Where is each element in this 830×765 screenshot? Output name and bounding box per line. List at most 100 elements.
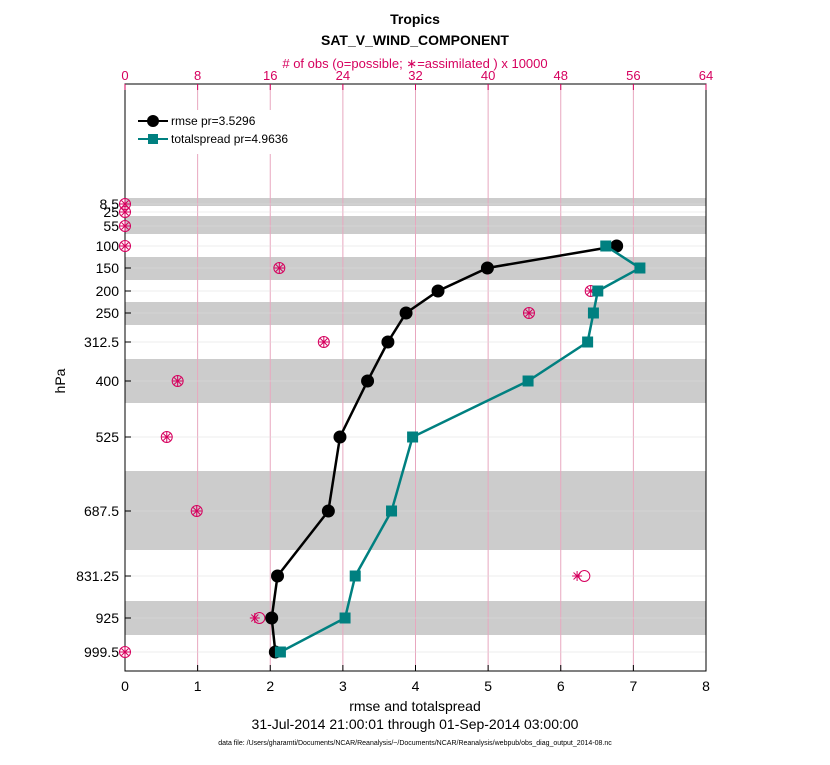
totalspread-point <box>522 375 534 387</box>
rmse-point <box>361 374 375 388</box>
left-tick-label: 400 <box>96 373 120 389</box>
obs-star-stroke <box>121 242 129 250</box>
top-tick-label: 8 <box>194 68 201 83</box>
data-file-note: data file: /Users/gharamti/Documents/NCA… <box>218 740 612 747</box>
left-tick-label: 100 <box>96 238 120 254</box>
left-tick-label: 525 <box>96 429 120 445</box>
left-tick-label: 831.25 <box>76 568 119 584</box>
bottom-tick-label: 5 <box>484 678 492 694</box>
totalspread-point <box>582 336 594 348</box>
bottom-tick-label: 6 <box>557 678 565 694</box>
top-tick-label: 32 <box>408 68 422 83</box>
top-tick-label: 40 <box>481 68 495 83</box>
obs-star-stroke <box>121 648 129 656</box>
series-lines <box>265 239 646 659</box>
rmse-point <box>265 611 279 625</box>
top-axis-ticks: 0 8 16 24 32 40 48 56 64 <box>121 68 713 90</box>
top-tick-label: 16 <box>263 68 277 83</box>
left-tick-label: 25 <box>103 204 119 220</box>
totalspread-point <box>592 285 604 297</box>
left-tick-label: 8.5 <box>100 196 120 212</box>
left-tick-label: 200 <box>96 283 120 299</box>
legend-spread-label: totalspread pr=4.9636 <box>171 132 288 146</box>
bottom-tick-label: 4 <box>412 678 420 694</box>
rmse-point <box>381 335 395 349</box>
bottom-tick-label: 1 <box>194 678 202 694</box>
totalspread-point <box>600 240 612 252</box>
date-range: 31-Jul-2014 21:00:01 through 01-Sep-2014… <box>252 716 579 732</box>
obs-assimilated-marker <box>274 263 285 273</box>
bottom-axis-ticks: 0 1 2 3 4 5 6 7 8 <box>121 665 710 694</box>
obs-assimilated-marker <box>161 432 172 442</box>
obs-star-stroke <box>121 208 129 216</box>
totalspread-point <box>634 262 646 274</box>
top-tick-label: 0 <box>121 68 128 83</box>
bottom-tick-label: 8 <box>702 678 710 694</box>
bottom-tick-label: 2 <box>266 678 274 694</box>
rmse-point <box>610 239 624 253</box>
obs-star-stroke <box>173 377 182 385</box>
obs-assimilated-marker <box>172 376 183 386</box>
totalspread-point <box>386 505 398 517</box>
x-axis-label: rmse and totalspread <box>349 698 481 714</box>
obs-star-stroke <box>573 572 581 580</box>
totalspread-point <box>349 570 361 582</box>
legend-rmse-marker <box>147 115 159 127</box>
obs-possible-marker <box>317 336 330 348</box>
obs-possible-marker <box>522 307 535 319</box>
totalspread-point <box>274 646 286 658</box>
left-tick-label: 999.5 <box>84 644 119 660</box>
totalspread-point <box>587 307 599 319</box>
obs-star-stroke <box>250 614 259 622</box>
top-axis-label: # of obs (o=possible; ∗=assimilated ) x … <box>282 56 547 71</box>
obs-assimilated-marker <box>249 613 260 623</box>
left-tick-label: 687.5 <box>84 503 119 519</box>
obs-possible-marker <box>273 262 286 274</box>
obs-assimilated-marker <box>120 647 130 657</box>
legend: rmse pr=3.5296 totalspread pr=4.9636 <box>132 110 304 154</box>
obs-assimilated-marker <box>572 571 583 581</box>
y-axis-label: hPa <box>52 368 68 393</box>
legend-spread-marker <box>148 134 158 144</box>
chart-title: Tropics <box>390 11 440 27</box>
rmse-point <box>333 430 347 444</box>
obs-possible-marker <box>160 431 173 443</box>
bottom-tick-label: 7 <box>629 678 637 694</box>
rmse-point <box>480 261 494 275</box>
top-tick-label: 64 <box>699 68 713 83</box>
top-tick-label: 56 <box>626 68 640 83</box>
left-tick-label: 925 <box>96 610 120 626</box>
obs-assimilated-marker <box>191 506 202 516</box>
rmse-point <box>271 569 285 583</box>
rmse-point <box>399 306 413 320</box>
bottom-tick-label: 3 <box>339 678 347 694</box>
left-tick-label: 55 <box>103 218 119 234</box>
obs-possible-marker <box>190 505 203 517</box>
obs-possible-marker <box>119 220 131 232</box>
obs-star-stroke <box>121 222 129 230</box>
obs-assimilated-marker <box>120 241 130 251</box>
obs-assimilated-marker <box>523 308 534 318</box>
obs-star-stroke <box>192 507 201 515</box>
obs-star-stroke <box>525 309 533 317</box>
legend-rmse-label: rmse pr=3.5296 <box>171 114 256 128</box>
rmse-point <box>431 284 445 298</box>
totalspread-point <box>407 431 419 443</box>
obs-possible-marker <box>171 375 184 387</box>
obs-assimilated-marker <box>318 337 329 347</box>
obs-assimilated-marker <box>120 207 130 217</box>
rmse-point <box>321 504 335 518</box>
top-tick-label: 24 <box>336 68 350 83</box>
obs-possible-marker <box>119 206 131 218</box>
obs-assimilated-marker <box>120 221 130 231</box>
obs-star-stroke <box>121 200 129 208</box>
totalspread-point <box>339 612 351 624</box>
obs-star-stroke <box>275 264 284 272</box>
left-tick-label: 250 <box>96 305 120 321</box>
obs-possible-marker <box>119 646 131 658</box>
bottom-tick-label: 0 <box>121 678 129 694</box>
chart-subtitle: SAT_V_WIND_COMPONENT <box>321 32 509 48</box>
obs-possible-marker <box>119 240 131 252</box>
